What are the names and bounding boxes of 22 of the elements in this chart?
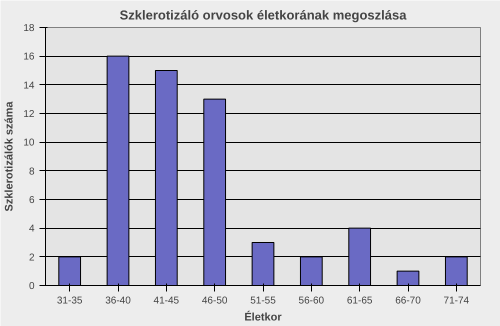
chart-title: Szklerotizáló orvosok életkorának megoszlása xyxy=(120,8,408,22)
y-tick-label: 6 xyxy=(28,195,35,206)
x-axis-title: Életkor xyxy=(244,310,282,324)
y-tick-label: 18 xyxy=(23,23,35,34)
x-tick-label: 31-35 xyxy=(56,296,83,306)
y-tick-label: 4 xyxy=(28,224,35,235)
x-tick-label: 56-60 xyxy=(298,296,325,306)
y-tick-label: 8 xyxy=(28,166,35,178)
y-tick-label: 14 xyxy=(23,80,35,92)
x-tick-label: 36-40 xyxy=(105,296,132,306)
y-axis-title: Szklerotizálók száma xyxy=(3,100,16,212)
y-tick-label: 10 xyxy=(23,138,35,149)
y-tick-label: 2 xyxy=(28,252,35,264)
y-tick-label: 0 xyxy=(28,281,35,292)
x-tick-label: 71-74 xyxy=(444,296,470,306)
x-tick-label: 66-70 xyxy=(395,296,422,306)
y-tick-label: 12 xyxy=(23,109,35,120)
x-tick-label: 51-55 xyxy=(250,296,276,306)
x-tick-label: 46-50 xyxy=(202,296,228,306)
y-tick-label: 16 xyxy=(23,52,35,63)
x-tick-label: 61-65 xyxy=(346,296,373,306)
x-tick-label: 41-45 xyxy=(154,296,180,306)
